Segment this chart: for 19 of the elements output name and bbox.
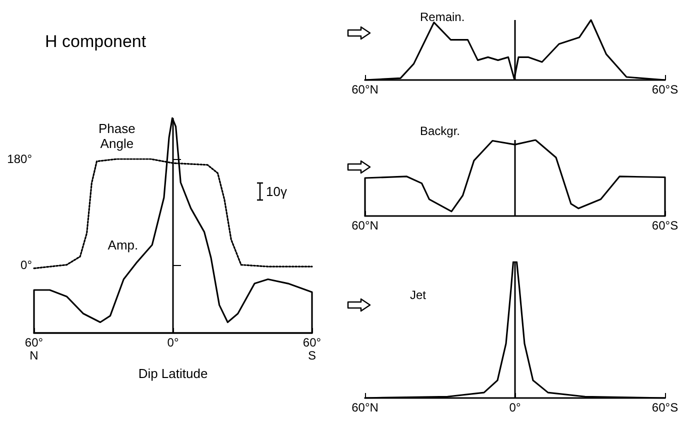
chart-title: Backgr. (420, 124, 460, 138)
x-tick-label: 60°S (652, 218, 678, 232)
x-tick-label: 60°N (352, 218, 378, 232)
x-tick-label: 60° S (302, 336, 322, 362)
y-tick-label: 180° (7, 152, 32, 166)
x-tick-label: 60°S (652, 82, 678, 96)
annotation: 10γ (266, 184, 287, 199)
x-axis-title: Dip Latitude (138, 366, 208, 381)
x-tick-label: 60°N (352, 400, 378, 414)
series-label: Amp. (108, 237, 138, 252)
x-tick-label: 60° N (24, 336, 44, 362)
chart-title: H component (45, 32, 146, 51)
x-tick-label: 0° (509, 400, 521, 414)
chart-title: Remain. (420, 10, 465, 24)
x-tick-label: 60°N (352, 82, 378, 96)
series-label: Phase Angle (98, 121, 136, 151)
text: Jet (410, 288, 427, 302)
x-tick-label: 0° (167, 336, 179, 350)
x-tick-label: 60°S (652, 400, 678, 414)
